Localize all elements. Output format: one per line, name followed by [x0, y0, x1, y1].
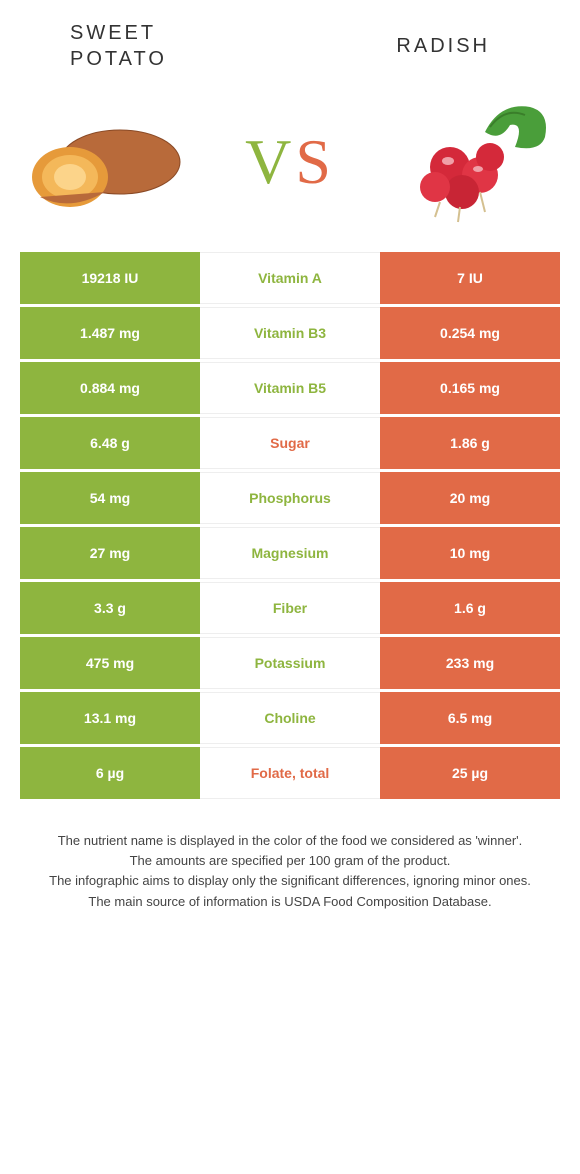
- table-row: 13.1 mgCholine6.5 mg: [20, 692, 560, 744]
- right-value: 0.165 mg: [380, 362, 560, 414]
- left-value: 6 µg: [20, 747, 200, 799]
- footer-notes: The nutrient name is displayed in the co…: [0, 802, 580, 923]
- comparison-table: 19218 IUVitamin A7 IU1.487 mgVitamin B30…: [0, 252, 580, 799]
- nutrient-label: Magnesium: [200, 527, 380, 579]
- right-value: 1.86 g: [380, 417, 560, 469]
- table-row: 475 mgPotassium233 mg: [20, 637, 560, 689]
- title-left-line2: POTATO: [70, 48, 167, 70]
- left-value: 54 mg: [20, 472, 200, 524]
- title-right: RADISH: [280, 33, 540, 59]
- left-value: 19218 IU: [20, 252, 200, 304]
- nutrient-label: Vitamin B5: [200, 362, 380, 414]
- left-value: 0.884 mg: [20, 362, 200, 414]
- nutrient-label: Sugar: [200, 417, 380, 469]
- right-value: 1.6 g: [380, 582, 560, 634]
- left-value: 27 mg: [20, 527, 200, 579]
- header: SWEET POTATO RADISH: [0, 0, 580, 82]
- nutrient-label: Vitamin A: [200, 252, 380, 304]
- table-row: 0.884 mgVitamin B50.165 mg: [20, 362, 560, 414]
- right-value: 10 mg: [380, 527, 560, 579]
- right-value: 6.5 mg: [380, 692, 560, 744]
- right-value: 20 mg: [380, 472, 560, 524]
- hero-row: VS: [0, 82, 580, 252]
- left-value: 6.48 g: [20, 417, 200, 469]
- left-value: 3.3 g: [20, 582, 200, 634]
- left-value: 475 mg: [20, 637, 200, 689]
- table-row: 19218 IUVitamin A7 IU: [20, 252, 560, 304]
- nutrient-label: Fiber: [200, 582, 380, 634]
- nutrient-label: Phosphorus: [200, 472, 380, 524]
- left-value: 1.487 mg: [20, 307, 200, 359]
- vs-s: S: [295, 126, 335, 197]
- table-row: 6 µgFolate, total25 µg: [20, 747, 560, 799]
- title-left-line1: SWEET: [70, 22, 156, 44]
- right-value: 25 µg: [380, 747, 560, 799]
- table-row: 3.3 gFiber1.6 g: [20, 582, 560, 634]
- table-row: 6.48 gSugar1.86 g: [20, 417, 560, 469]
- nutrient-label: Choline: [200, 692, 380, 744]
- sweet-potato-icon: [20, 92, 190, 232]
- footer-line: The nutrient name is displayed in the co…: [30, 832, 550, 850]
- table-row: 54 mgPhosphorus20 mg: [20, 472, 560, 524]
- footer-line: The main source of information is USDA F…: [30, 893, 550, 911]
- right-value: 0.254 mg: [380, 307, 560, 359]
- left-value: 13.1 mg: [20, 692, 200, 744]
- nutrient-label: Folate, total: [200, 747, 380, 799]
- vs-label: VS: [245, 125, 335, 199]
- nutrient-label: Vitamin B3: [200, 307, 380, 359]
- table-row: 1.487 mgVitamin B30.254 mg: [20, 307, 560, 359]
- right-value: 7 IU: [380, 252, 560, 304]
- nutrient-label: Potassium: [200, 637, 380, 689]
- radish-icon: [390, 92, 560, 232]
- footer-line: The amounts are specified per 100 gram o…: [30, 852, 550, 870]
- title-left: SWEET POTATO: [40, 20, 280, 72]
- vs-v: V: [245, 126, 295, 197]
- right-value: 233 mg: [380, 637, 560, 689]
- footer-line: The infographic aims to display only the…: [30, 872, 550, 890]
- table-row: 27 mgMagnesium10 mg: [20, 527, 560, 579]
